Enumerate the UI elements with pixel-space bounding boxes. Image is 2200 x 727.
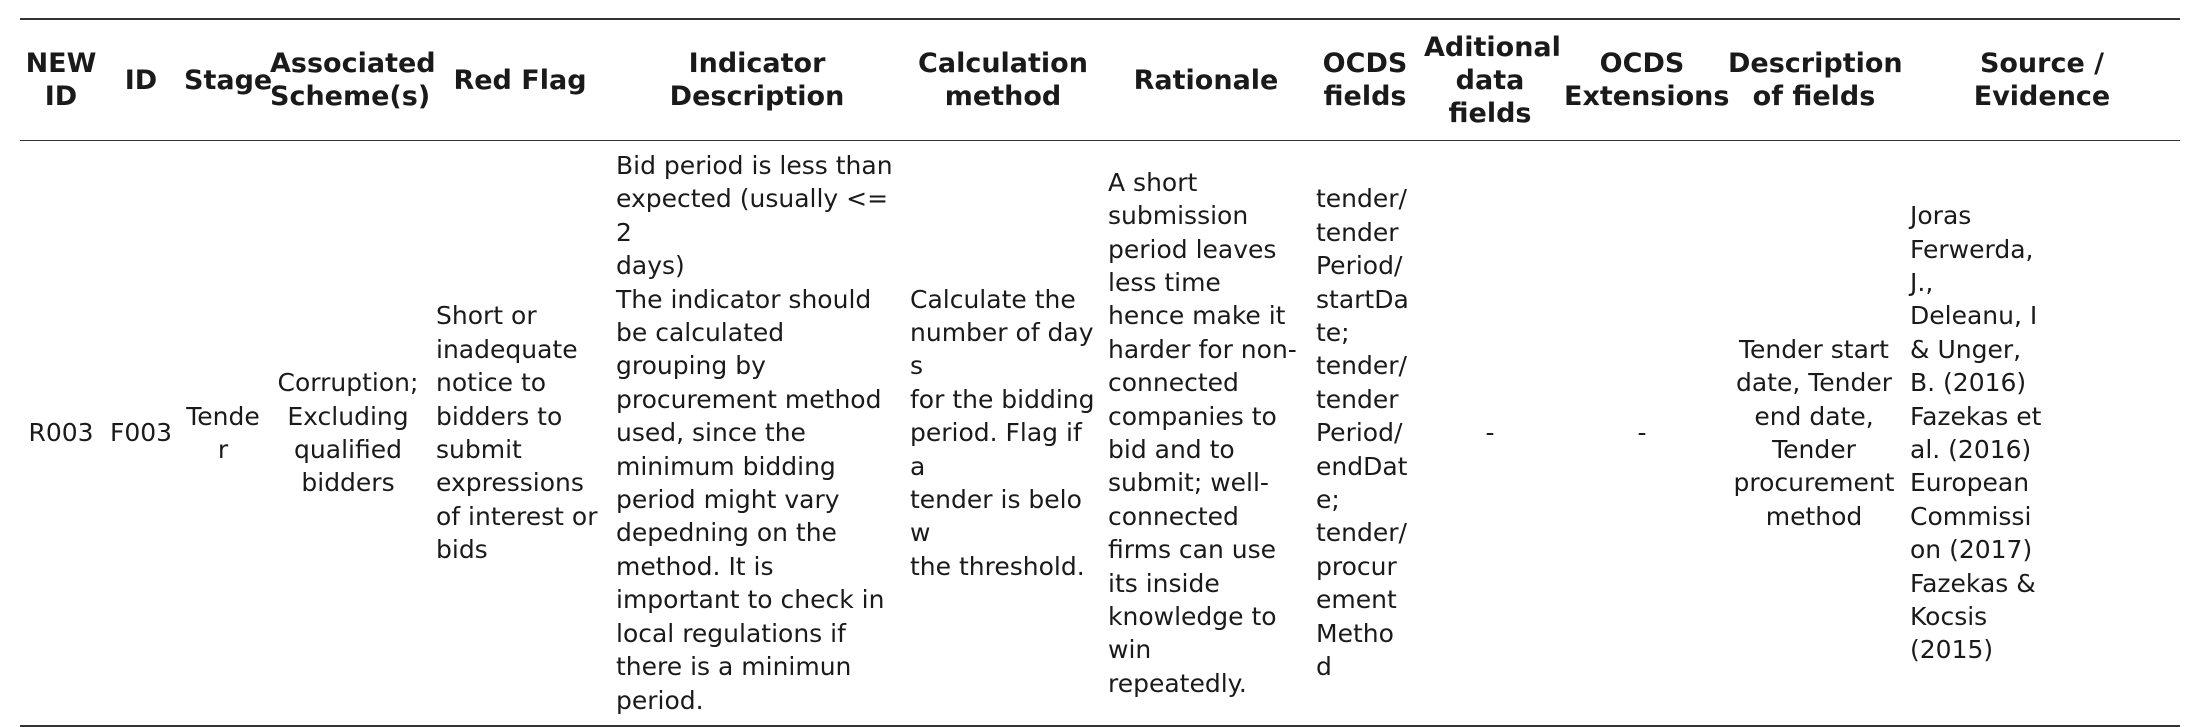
header-id: ID (124, 64, 158, 96)
table-row: R003 F003 Tender Corruption; Excluding q… (20, 141, 2180, 726)
header-source-evidence: Source / Evidence (1973, 48, 2111, 112)
cell-ocds-fields: tender/ tender Period/ startDa te; tende… (1316, 184, 1409, 682)
header-new-id: NEW ID (25, 48, 97, 112)
cell-calculation-method: Calculate the number of days for the bid… (910, 284, 1095, 581)
header-description-of-fields: Description of fields (1728, 48, 1903, 112)
cell-additional-data-fields: - (1485, 418, 1495, 448)
header-rationale: Rationale (1133, 64, 1279, 96)
cell-red-flag: Short or inadequate notice to bidders to… (436, 301, 598, 565)
header-additional-data-fields: Aditional data fields (1424, 31, 1561, 129)
table-header-row: NEW ID ID Stage Associated Scheme(s) Red… (20, 19, 2180, 141)
red-flag-table: NEW ID ID Stage Associated Scheme(s) Red… (20, 18, 2180, 727)
cell-rationale: A short submission period leaves less ti… (1108, 167, 1297, 698)
cell-indicator-description: Bid period is less than expected (usuall… (616, 151, 893, 715)
cell-new-id: R003 (28, 418, 94, 448)
header-associated-schemes: Associated Scheme(s) (270, 48, 436, 112)
cell-associated-scheme: Corruption; Excluding qualified bidders (277, 368, 419, 498)
cell-stage: Tender (186, 401, 260, 464)
header-indicator-description: Indicator Description (669, 48, 845, 112)
cell-ocds-extensions: - (1637, 418, 1647, 448)
header-red-flag: Red Flag (453, 64, 587, 96)
red-flag-table-container: NEW ID ID Stage Associated Scheme(s) Red… (20, 18, 2180, 727)
cell-description-of-fields: Tender start date, Tender end date, Tend… (1733, 334, 1895, 531)
header-stage: Stage (184, 64, 273, 96)
cell-id: F003 (109, 418, 173, 448)
header-ocds-fields: OCDS fields (1322, 48, 1408, 112)
header-calculation-method: Calculation method (918, 48, 1088, 112)
header-ocds-extensions: OCDS Extensions (1564, 48, 1730, 112)
cell-source-evidence: Joras Ferwerda, J., Deleanu, I & Unger, … (1910, 201, 2042, 665)
